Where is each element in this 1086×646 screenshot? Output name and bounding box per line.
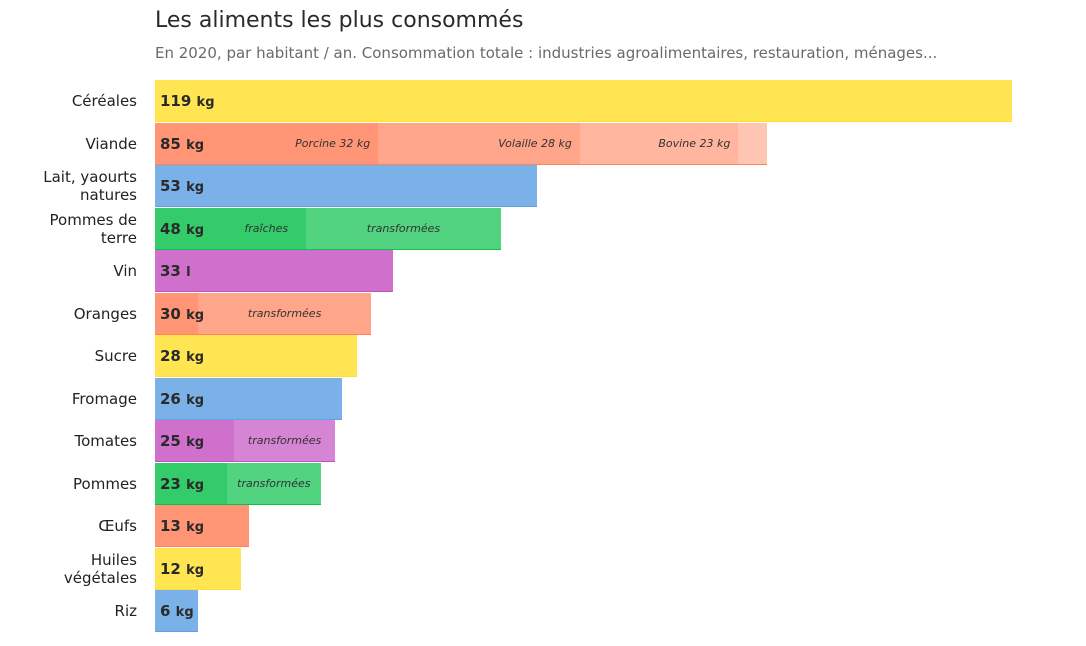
value-label: 6 kg (160, 590, 194, 634)
bar-segment (155, 420, 235, 462)
value-label: 28 kg (160, 335, 204, 379)
bar-segment (155, 335, 357, 377)
bar-segment (155, 590, 199, 632)
value-number: 48 (160, 219, 181, 238)
segment-label: transformées (247, 306, 322, 320)
value-unit: kg (186, 562, 205, 578)
category-label: Céréales (71, 92, 137, 110)
segment-label: fraîches (244, 221, 289, 235)
segment-label: Porcine 32 kg (295, 136, 371, 150)
value-label: 25 kg (160, 420, 204, 464)
value-number: 33 (160, 262, 181, 280)
value-unit: kg (196, 95, 215, 110)
bar-segment (155, 165, 537, 207)
bar-segment (378, 122, 580, 165)
value-number: 53 (160, 177, 181, 195)
value-label: 53 kg (160, 165, 204, 209)
value-unit: kg (186, 520, 205, 535)
category-label: Pommes de terre (49, 210, 137, 247)
bar-segment (234, 420, 336, 462)
value-label: 119 kg (160, 80, 215, 124)
value-unit: kg (186, 477, 205, 493)
value-unit: kg (186, 435, 205, 450)
chart-subtitle: En 2020, par habitant / an. Consommation… (155, 44, 938, 62)
value-label: 48 kg (160, 208, 204, 252)
value-number: 25 (160, 432, 181, 450)
category-label: Huiles végétales (63, 550, 137, 587)
segment-label: transformées (237, 476, 311, 490)
value-number: 119 (160, 92, 192, 110)
value-unit: kg (186, 222, 205, 238)
value-number: 12 (160, 559, 181, 578)
category-label: Fromage (71, 389, 137, 408)
value-number: 23 (160, 474, 181, 493)
value-number: 13 (160, 517, 181, 535)
value-unit: l (186, 265, 191, 280)
value-label: 12 kg (160, 548, 204, 592)
value-number: 28 (160, 347, 181, 365)
value-label: 85 kg (160, 123, 204, 167)
category-label: Pommes (73, 474, 137, 493)
segment-label: transformées (366, 221, 441, 235)
value-number: 26 (160, 389, 181, 408)
category-label: Œufs (98, 517, 137, 535)
value-label: 30 kg (160, 293, 204, 337)
value-number: 6 (160, 602, 171, 620)
category-label: Viande (85, 134, 137, 153)
value-label: 33 l (160, 250, 191, 294)
value-label: 23 kg (160, 463, 204, 507)
bar-segment (155, 462, 228, 505)
category-label: Sucre (94, 347, 137, 365)
bar-segment (155, 80, 1012, 122)
bar-segment (155, 547, 242, 590)
segment-label: Bovine 23 kg (658, 136, 731, 150)
bar-segment (155, 250, 393, 292)
bar-segment (155, 377, 343, 420)
value-unit: kg (175, 605, 194, 620)
category-label: Riz (114, 602, 137, 620)
bar-segment (738, 122, 768, 165)
bar-segment (306, 207, 501, 250)
category-label: Tomates (74, 432, 137, 450)
value-unit: kg (186, 180, 205, 195)
value-unit: kg (186, 392, 205, 408)
value-number: 30 (160, 304, 181, 323)
value-unit: kg (186, 350, 205, 365)
segment-label: transformées (247, 434, 322, 447)
bar-segment (579, 122, 739, 165)
bar-segment (155, 207, 307, 250)
category-label: Vin (113, 262, 137, 280)
value-unit: kg (186, 307, 205, 323)
segment-label: Volaille 28 kg (498, 136, 572, 150)
bar-segment (227, 462, 321, 505)
bar-segment (155, 122, 379, 165)
value-label: 13 kg (160, 505, 204, 549)
bar-segment (198, 292, 372, 335)
chart-title: Les aliments les plus consommés (155, 8, 524, 33)
bar-segment (155, 292, 199, 335)
category-label: Lait, yaourts natures (43, 168, 137, 204)
bar-segment (155, 505, 249, 547)
category-label: Oranges (73, 304, 137, 323)
value-unit: kg (186, 137, 205, 153)
value-number: 85 (160, 134, 181, 153)
value-label: 26 kg (160, 378, 204, 422)
